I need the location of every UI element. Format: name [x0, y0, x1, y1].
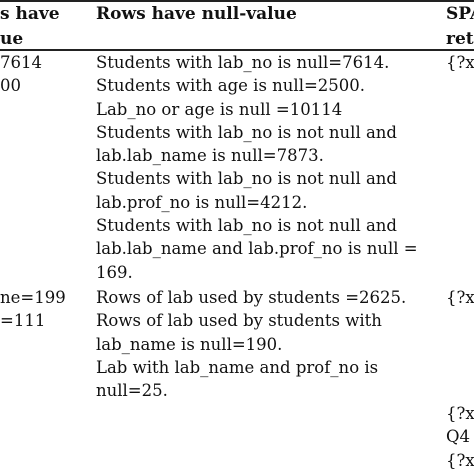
row2-col1-line: ne=199 [0, 288, 66, 307]
header-col3-line: SPA [446, 4, 474, 24]
row2-col1-line: =111 [0, 311, 46, 331]
row1-col2-line: Students with lab_no is not null and [96, 169, 397, 189]
row1-col2-cell: Students with lab_no is null=7614. Stude… [96, 51, 418, 284]
row2-col1-cell: ne=199 =111 [0, 286, 66, 333]
row3-col3-line: {?x [446, 450, 474, 470]
header-col1-line: ue [0, 29, 24, 49]
row1-col2-line: Students with lab_no is null=7614. [96, 53, 390, 72]
row2-col3-line: {?x [446, 288, 474, 307]
row2-col2-cell: Rows of lab used by students =2625. Rows… [96, 286, 406, 402]
header-col1-cell: s have ue [0, 2, 60, 52]
row3-col3-cell: {?x Q4 {?x [446, 402, 474, 472]
row2-col2-line: lab_name is null=190. [96, 334, 283, 354]
header-col1-line: s have [0, 4, 60, 24]
header-bottom-rule [0, 49, 474, 51]
row1-col2-line: lab.prof_no is null=4212. [96, 192, 308, 212]
row1-col1-line: 7614 [0, 53, 42, 72]
header-col3-cell: SPA retu [446, 2, 474, 52]
row1-col3-line: {?x [446, 53, 474, 72]
row1-col2-line: Lab_no or age is null =10114 [96, 99, 343, 119]
row1-col2-line: Students with age is null=2500. [96, 76, 366, 96]
header-col2-cell: Rows have null-value [96, 2, 297, 27]
row3-col3-line: Q4 [446, 427, 471, 447]
row3-col3-line: {?x [446, 404, 474, 423]
row2-col3-cell: {?x [446, 286, 474, 309]
row1-col2-line: lab.lab_name is null=7873. [96, 146, 324, 166]
row1-col2-line: lab.lab_name and lab.prof_no is null = [96, 239, 418, 259]
header-col2-label: Rows have null-value [96, 4, 297, 24]
row2-col2-line: Rows of lab used by students with [96, 311, 382, 331]
row1-col3-cell: {?x [446, 51, 474, 74]
header-col3-line: retu [446, 29, 474, 49]
row2-col2-line: Rows of lab used by students =2625. [96, 288, 407, 307]
table-top-rule [0, 0, 474, 2]
row2-col2-line: null=25. [96, 381, 168, 401]
row1-col2-line: 169. [96, 262, 133, 282]
row1-col2-line: Students with lab_no is not null and [96, 216, 397, 236]
row2-col2-line: Lab with lab_name and prof_no is [96, 357, 379, 377]
row1-col1-cell: 7614 00 [0, 51, 42, 98]
row1-col1-line: 00 [0, 76, 21, 96]
row1-col2-line: Students with lab_no is not null and [96, 122, 397, 142]
